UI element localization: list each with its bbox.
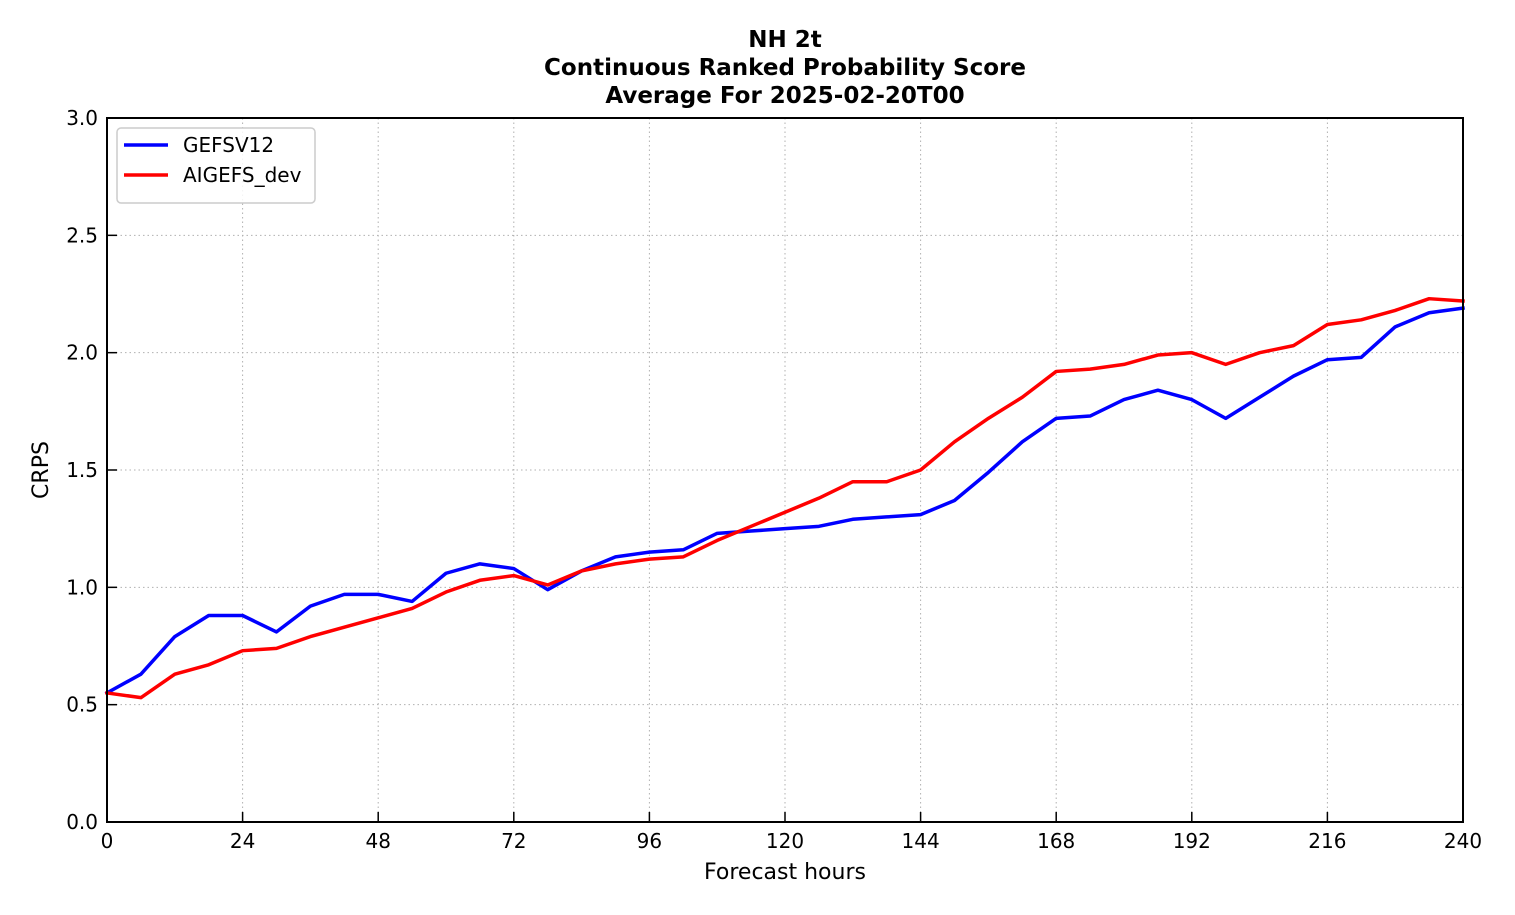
series-line-gefsv12 [104, 306, 1465, 696]
y-tick-label: 0.5 [66, 693, 98, 717]
x-tick-label: 216 [1308, 829, 1346, 853]
chart-title-line-1: NH 2t [748, 27, 822, 53]
y-tick-label: 0.0 [66, 810, 98, 834]
x-tick-label: 168 [1037, 829, 1075, 853]
x-tick-label: 24 [230, 829, 255, 853]
axis-ticks: 0 24 48 72 96 120 144 168 192 216 240 0.0 0.5 1.0 1.5 2… [66, 106, 1482, 853]
y-tick-label: 2.5 [66, 223, 98, 247]
grid [106, 117, 1464, 823]
chart-title-line-3: Average For 2025-02-20T00 [605, 83, 965, 109]
x-tick-label: 144 [902, 829, 940, 853]
x-tick-label: 240 [1444, 829, 1482, 853]
y-tick-label: 1.5 [66, 458, 98, 482]
x-tick-label: 96 [637, 829, 662, 853]
series-lines [104, 296, 1465, 700]
y-tick-label: 1.0 [66, 575, 98, 599]
legend: GEFSV12 AIGEFS_dev [116, 127, 316, 204]
x-tick-label: 0 [101, 829, 114, 853]
y-tick-label: 2.0 [66, 341, 98, 365]
y-tick-label: 3.0 [66, 106, 98, 130]
legend-label-aigefs-dev: AIGEFS_dev [183, 163, 302, 187]
chart-title-line-2: Continuous Ranked Probability Score [544, 55, 1026, 81]
x-tick-label: 48 [365, 829, 390, 853]
legend-label-gefsv12: GEFSV12 [183, 133, 274, 157]
x-tick-label: 192 [1173, 829, 1211, 853]
y-axis-label: CRPS [29, 441, 54, 499]
x-tick-label: 72 [501, 829, 526, 853]
x-tick-label: 120 [766, 829, 804, 853]
series-line-aigefs-dev [105, 296, 1465, 700]
x-axis-label: Forecast hours [704, 860, 866, 885]
